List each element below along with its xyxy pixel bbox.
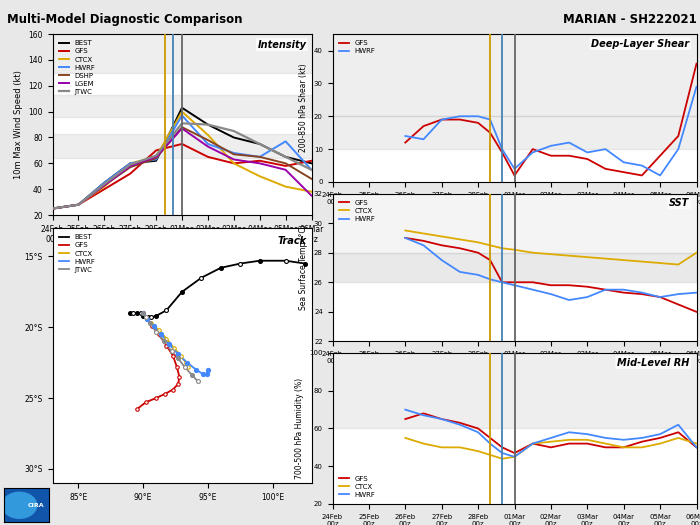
Text: MARIAN - SH222021: MARIAN - SH222021: [563, 13, 696, 26]
Y-axis label: 10m Max Wind Speed (kt): 10m Max Wind Speed (kt): [14, 70, 22, 179]
Circle shape: [2, 492, 36, 518]
Y-axis label: Sea Surface Temp (°C): Sea Surface Temp (°C): [299, 225, 308, 310]
Text: Deep-Layer Shear: Deep-Layer Shear: [591, 38, 690, 48]
Bar: [332, 116, 696, 149]
Bar: [52, 34, 312, 73]
Bar: [332, 353, 696, 428]
Y-axis label: 200-850 hPa Shear (kt): 200-850 hPa Shear (kt): [299, 64, 308, 152]
Text: Track: Track: [277, 236, 307, 246]
Text: SST: SST: [669, 198, 690, 208]
Legend: BEST, GFS, CTCX, HWRF, DSHP, LGEM, JTWC: BEST, GFS, CTCX, HWRF, DSHP, LGEM, JTWC: [56, 38, 99, 98]
Text: Mid-Level RH: Mid-Level RH: [617, 358, 690, 368]
Legend: GFS, HWRF: GFS, HWRF: [336, 38, 379, 57]
Text: Intensity: Intensity: [258, 39, 307, 49]
Y-axis label: 700-500 hPa Humidity (%): 700-500 hPa Humidity (%): [295, 378, 304, 479]
Bar: [332, 253, 696, 282]
Text: Multi-Model Diagnostic Comparison: Multi-Model Diagnostic Comparison: [7, 13, 242, 26]
Bar: [52, 134, 312, 158]
Bar: [332, 34, 696, 116]
Text: CIRA: CIRA: [28, 503, 45, 508]
Legend: BEST, GFS, CTCX, HWRF, JTWC: BEST, GFS, CTCX, HWRF, JTWC: [56, 232, 99, 276]
Legend: GFS, CTCX, HWRF: GFS, CTCX, HWRF: [336, 473, 379, 500]
Legend: GFS, CTCX, HWRF: GFS, CTCX, HWRF: [336, 197, 379, 225]
Bar: [332, 194, 696, 253]
Bar: [52, 95, 312, 117]
